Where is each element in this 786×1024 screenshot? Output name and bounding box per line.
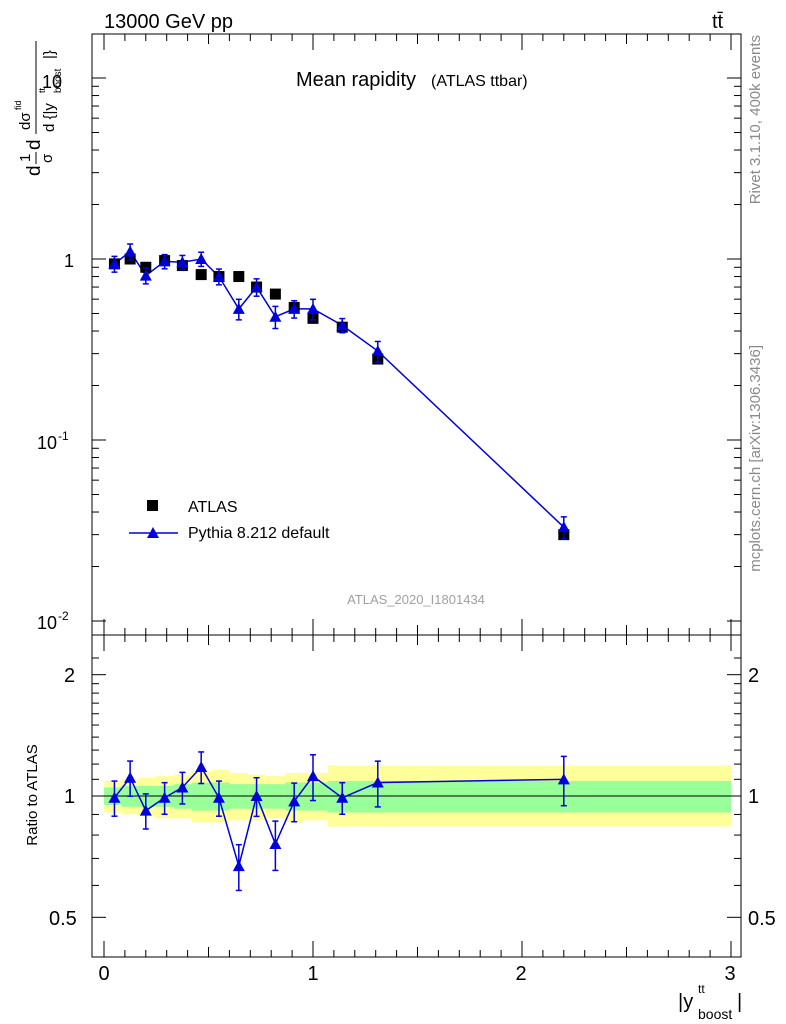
- pythia-point: [139, 269, 152, 281]
- legend: ATLAS Pythia 8.212 default: [129, 499, 330, 542]
- ratio-ytick-0p5-left: 0.5: [49, 908, 77, 930]
- ylabel-boost: boost: [53, 68, 64, 93]
- x-axis-label: |y tt boost |: [678, 982, 742, 1022]
- ratio-point: [195, 761, 208, 773]
- ratio-y-axis-label: Ratio to ATLAS: [24, 744, 41, 845]
- ratio-point: [557, 773, 570, 785]
- ratio-inner-band: [303, 782, 328, 811]
- ratio-point: [212, 791, 225, 803]
- analysis-id: ATLAS_2020_I1801434: [347, 592, 485, 607]
- pythia-point: [336, 319, 349, 331]
- main-y-axis-label: d 1 σ d dσ fid d {|y tt boost |}: [13, 41, 64, 176]
- ratio-point: [232, 860, 245, 872]
- legend-pythia-marker: [147, 527, 159, 538]
- pythia-point: [250, 281, 263, 293]
- ytick-label-1: 1: [64, 251, 74, 271]
- xlabel-main: |y: [678, 991, 693, 1013]
- pythia-point: [371, 345, 384, 357]
- xlabel-sub: boost: [698, 1006, 732, 1022]
- main-y-tick-labels: 10 1 10 -1 10 -2: [37, 72, 74, 633]
- ylabel-frac1-den: σ: [39, 153, 56, 163]
- pythia-point: [269, 310, 282, 322]
- ratio-point: [124, 771, 137, 783]
- mcplots-label: mcplots.cern.ch [arXiv:1306.3436]: [747, 345, 764, 572]
- pythia-point: [124, 245, 137, 257]
- x-tick-labels: 0 1 2 3: [98, 963, 735, 985]
- pythia-point: [307, 302, 319, 314]
- ratio-ytick-2-right: 2: [748, 665, 759, 687]
- ratio-point: [158, 791, 171, 803]
- xtick-label-3: 3: [724, 963, 735, 985]
- ratio-point: [139, 804, 152, 816]
- ratio-point: [371, 776, 384, 788]
- xlabel-sup: tt: [698, 982, 705, 996]
- ratio-ytick-2-left: 2: [64, 665, 75, 687]
- ratio-panel: Ratio to ATLAS 2 1 0.5 2 1 0.5: [24, 634, 776, 958]
- ylabel-d: d: [24, 139, 45, 150]
- pythia-point: [212, 270, 225, 282]
- ratio-point: [176, 781, 189, 793]
- pythia-point: [232, 302, 245, 314]
- ytick-label-10: 10: [42, 72, 62, 92]
- ratio-point: [108, 791, 121, 803]
- ytick-label-0p1: 10: [37, 433, 57, 453]
- pythia-point: [158, 255, 171, 267]
- ylabel-frac2-den: d {|y: [41, 103, 58, 132]
- ratio-point: [288, 795, 301, 807]
- ylabel-frac1-num: 1: [17, 154, 34, 162]
- ratio-point: [269, 838, 282, 850]
- ytick-label-0p01-exp: -2: [58, 609, 69, 623]
- pythia-point: [195, 253, 208, 264]
- ytick-label-0p01: 10: [37, 613, 57, 633]
- atlas-point: [140, 261, 152, 273]
- xtick-label-1: 1: [307, 963, 318, 985]
- main-panel-frame: [91, 33, 742, 636]
- ytick-label-0p1-exp: -1: [58, 429, 69, 443]
- ylabel-tt: tt: [37, 87, 47, 93]
- energy-label: 13000 GeV pp: [104, 11, 233, 33]
- ratio-ytick-0p5-right: 0.5: [748, 908, 776, 930]
- atlas-point: [233, 271, 245, 283]
- xtick-label-0: 0: [98, 963, 109, 985]
- xlabel-close: |: [737, 991, 742, 1013]
- pythia-point: [557, 521, 570, 533]
- legend-pythia-label: Pythia 8.212 default: [188, 525, 330, 542]
- pythia-point: [288, 302, 301, 314]
- ylabel-fid: fid: [13, 100, 23, 110]
- ratio-point: [307, 770, 319, 782]
- rivet-version-label: Rivet 3.1.10, 400k events: [747, 35, 764, 204]
- ylabel-d-prefix: d: [24, 165, 45, 176]
- xtick-label-2: 2: [515, 963, 526, 985]
- ratio-point: [336, 791, 349, 803]
- chart-subtitle: (ATLAS ttbar): [431, 73, 528, 90]
- atlas-point: [269, 288, 281, 300]
- ylabel-close: |}: [41, 50, 58, 59]
- ratio-ytick-1-right: 1: [748, 786, 759, 808]
- ratio-inner-band: [191, 782, 211, 811]
- legend-atlas-label: ATLAS: [188, 499, 238, 516]
- ylabel-frac2-num: dσ: [17, 112, 34, 130]
- pythia-point: [176, 256, 189, 268]
- chart-title: Mean rapidity: [296, 69, 416, 91]
- ratio-ytick-1-left: 1: [64, 786, 75, 808]
- main-panel: Mean rapidity (ATLAS ttbar) ATLAS_2020_I…: [13, 33, 742, 636]
- legend-atlas-marker: [147, 500, 158, 511]
- ratio-point: [250, 790, 263, 801]
- pythia-line: [113, 250, 565, 528]
- atlas-point: [195, 269, 207, 281]
- pythia-point: [108, 257, 121, 269]
- process-label: tt̄: [712, 11, 724, 33]
